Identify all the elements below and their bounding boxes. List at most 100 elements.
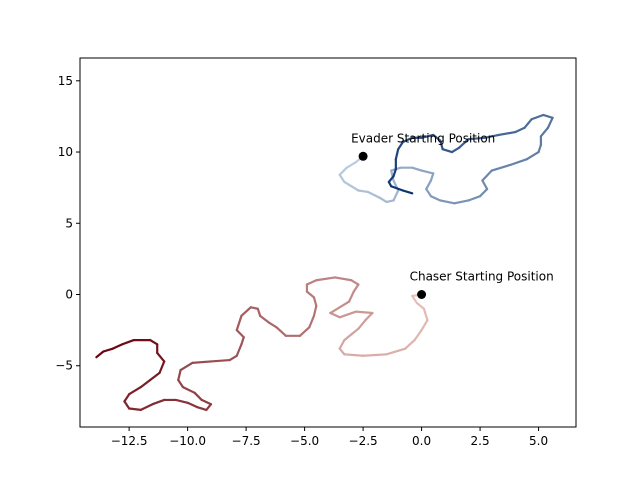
trajectory-segment bbox=[298, 326, 311, 337]
trajectory-segment bbox=[539, 126, 550, 138]
trajectory-segment bbox=[343, 180, 360, 192]
trajectory-segment bbox=[483, 133, 500, 139]
trajectory-segment bbox=[123, 400, 131, 410]
trajectory-segment bbox=[329, 311, 341, 319]
trajectory-segment bbox=[95, 350, 105, 359]
trajectory-segment bbox=[420, 169, 435, 175]
trajectory-segment bbox=[481, 169, 493, 182]
trajectory-segment bbox=[397, 140, 404, 151]
trajectory-segment bbox=[249, 306, 259, 310]
trajectory-segment bbox=[429, 172, 435, 182]
trajectory-segment bbox=[420, 133, 435, 139]
trajectory-segment bbox=[415, 301, 426, 310]
trajectory-segment bbox=[128, 407, 142, 412]
marker-layer: Chaser Starting Position Evader Starting … bbox=[351, 131, 554, 300]
trajectory-segment bbox=[546, 116, 554, 129]
trajectory-segment bbox=[305, 279, 318, 286]
chaser-start-label: Chaser Starting Position bbox=[410, 270, 554, 284]
trajectory-segment bbox=[350, 327, 360, 336]
y-tick-label: −5 bbox=[55, 359, 73, 373]
trajectory-segment bbox=[392, 189, 400, 202]
x-tick-label: −12.5 bbox=[111, 434, 148, 448]
trajectory-segment bbox=[343, 333, 353, 342]
trajectory-segment bbox=[350, 279, 360, 286]
trajectory-segment bbox=[392, 168, 397, 178]
trajectory-segment bbox=[514, 126, 526, 134]
y-tick-label: 5 bbox=[65, 216, 73, 230]
trajectory-segment bbox=[338, 166, 348, 176]
trajectory-segment bbox=[450, 146, 461, 154]
trajectory-segment bbox=[429, 195, 442, 202]
trajectory-segment bbox=[177, 368, 182, 382]
trajectory-segment bbox=[385, 347, 407, 356]
trajectory-segment bbox=[338, 173, 346, 184]
trajectory-segment bbox=[102, 347, 114, 353]
trajectory-segment bbox=[193, 391, 203, 402]
trajectory-segment bbox=[312, 296, 318, 307]
trajectory-segment bbox=[315, 276, 337, 282]
trajectory-segment bbox=[235, 314, 243, 332]
trajectory-segment bbox=[478, 187, 489, 198]
trajectory-segment bbox=[366, 190, 381, 199]
y-tick-label: 15 bbox=[58, 74, 73, 88]
trajectory-segment bbox=[174, 398, 189, 404]
trajectory-segment bbox=[453, 199, 470, 205]
y-axis: −5 0 5 10 15 bbox=[55, 74, 80, 373]
trajectory-segment bbox=[390, 169, 395, 182]
trajectory-segment bbox=[357, 319, 367, 330]
trajectory-segment bbox=[181, 386, 196, 394]
x-tick-label: −7.5 bbox=[232, 434, 261, 448]
trajectory-segment bbox=[352, 283, 360, 293]
x-tick-label: −10.0 bbox=[169, 434, 206, 448]
trajectory-segment bbox=[497, 130, 517, 137]
trajectory-segment bbox=[439, 199, 456, 205]
x-axis: −12.5 −10.0 −7.5 −5.0 −2.5 0.0 2.5 5.0 bbox=[111, 427, 548, 448]
trajectory-segment bbox=[509, 158, 528, 166]
trajectory-segment bbox=[345, 160, 358, 169]
trajectory-segment bbox=[128, 386, 142, 396]
trajectory-segment bbox=[205, 403, 213, 412]
trajectory-segment bbox=[179, 361, 194, 372]
trajectory-segment bbox=[385, 199, 395, 203]
y-tick-label: 0 bbox=[65, 288, 73, 302]
trajectory-segment bbox=[401, 189, 414, 195]
chaser-start-marker bbox=[417, 290, 427, 300]
trajectory-segment bbox=[329, 306, 341, 315]
trajectory-segment bbox=[404, 338, 416, 350]
trajectory-segment bbox=[151, 398, 166, 406]
trajectory-segment bbox=[275, 326, 287, 337]
trajectory-segment bbox=[139, 403, 154, 412]
trajectory-segment bbox=[411, 166, 423, 172]
x-tick-label: −5.0 bbox=[290, 434, 319, 448]
trajectory-segment bbox=[394, 148, 400, 161]
trajectory-segment bbox=[364, 311, 374, 322]
trajectory-segment bbox=[354, 310, 374, 315]
series-chaser bbox=[95, 276, 429, 412]
trajectory-segment bbox=[537, 143, 543, 154]
x-tick-label: 5.0 bbox=[529, 434, 548, 448]
trajectory-segment bbox=[401, 136, 414, 144]
trajectory-segment bbox=[425, 179, 433, 191]
trajectory-segment bbox=[312, 304, 318, 317]
trajectory-segment bbox=[209, 358, 231, 363]
trajectory-segment bbox=[343, 353, 365, 357]
trajectory-segment bbox=[158, 360, 166, 374]
trajectory-segment bbox=[439, 139, 444, 151]
trajectory-segment bbox=[420, 319, 429, 332]
trajectory-segment bbox=[240, 306, 252, 317]
y-tick-label: 10 bbox=[58, 145, 73, 159]
trajectory-segment bbox=[177, 378, 185, 389]
trajectory-segment bbox=[411, 294, 419, 305]
trajectory-segment bbox=[149, 338, 159, 346]
trajectory-segment bbox=[240, 336, 245, 346]
trajectory-segment bbox=[425, 187, 433, 198]
trajectory-segment bbox=[530, 113, 545, 121]
trajectory-segment bbox=[338, 310, 358, 319]
plot-frame bbox=[79, 57, 577, 428]
trajectory-segment bbox=[378, 196, 388, 203]
trajectory-segment bbox=[228, 354, 238, 362]
trajectory-segment bbox=[347, 290, 355, 303]
trajectory-segment bbox=[308, 314, 316, 329]
trajectory-segment bbox=[139, 378, 152, 389]
